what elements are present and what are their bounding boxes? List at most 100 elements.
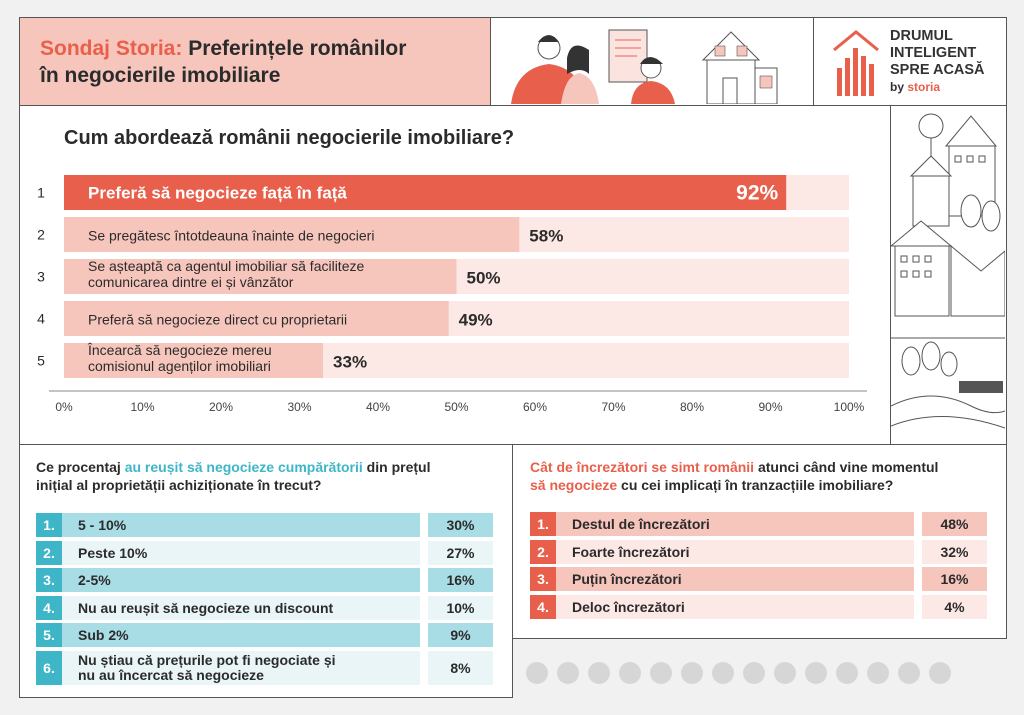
row-number: 4. bbox=[36, 596, 62, 620]
row-label: Peste 10% bbox=[62, 541, 420, 565]
x-tick-label: 100% bbox=[834, 400, 865, 414]
row-percent: 8% bbox=[428, 651, 493, 685]
table-row: 3. 2-5% 16% bbox=[36, 568, 493, 592]
heart-icon bbox=[650, 662, 672, 684]
row-number: 5. bbox=[36, 623, 62, 647]
x-tick-label: 40% bbox=[366, 400, 390, 414]
header-title-box: Sondaj Storia: Preferințele românilor în… bbox=[19, 17, 491, 106]
bar-label: Se pregătesc întotdeauna înainte de nego… bbox=[88, 228, 374, 244]
x-tick-label: 70% bbox=[601, 400, 625, 414]
table-row: 4. Nu au reușit să negocieze un discount 1… bbox=[36, 596, 493, 620]
bar-rank: 4 bbox=[37, 311, 45, 327]
bar-rank: 3 bbox=[37, 269, 45, 285]
brand-name: storia bbox=[907, 80, 941, 94]
table-row: 4. Deloc încrezători 4% bbox=[530, 595, 987, 619]
logo-house-bars-icon bbox=[833, 30, 879, 96]
car-icon bbox=[836, 662, 858, 684]
bar-label: comisionul agenților imobiliari bbox=[88, 358, 271, 374]
house-icon bbox=[805, 662, 827, 684]
title-accent: Sondaj Storia: bbox=[40, 37, 183, 60]
bar-value-label: 49% bbox=[459, 311, 493, 330]
bar-label: Preferă să negocieze față în față bbox=[88, 184, 347, 203]
logo-box: DRUMUL INTELIGENT SPRE ACASĂ by storia bbox=[813, 17, 1007, 106]
row-percent: 16% bbox=[922, 567, 987, 591]
row-percent: 48% bbox=[922, 512, 987, 536]
table-row: 3. Puțin încrezători 16% bbox=[530, 567, 987, 591]
row-label: Sub 2% bbox=[62, 623, 420, 647]
bar-rank: 1 bbox=[37, 185, 45, 201]
bar-value-label: 50% bbox=[467, 269, 501, 288]
confidence-question: Cât de încrezători se simt românii atunc… bbox=[530, 459, 939, 493]
bar-label: Încearcă să negocieze mereu bbox=[87, 342, 272, 358]
bar bbox=[64, 217, 520, 252]
key-icon bbox=[867, 662, 889, 684]
page-title: Sondaj Storia: Preferințele românilor în… bbox=[40, 35, 406, 89]
row-number: 4. bbox=[530, 595, 556, 619]
bar bbox=[64, 301, 449, 336]
row-percent: 10% bbox=[428, 596, 493, 620]
thumbs-up-icon bbox=[712, 662, 734, 684]
chart-title: Cum abordează românii negocierile imobil… bbox=[64, 127, 515, 149]
eye-icon bbox=[619, 662, 641, 684]
bar bbox=[64, 259, 457, 294]
table-row: 1. Destul de încrezători 48% bbox=[530, 512, 987, 536]
footer-icon-strip bbox=[526, 662, 1006, 688]
balloon-icon bbox=[898, 662, 920, 684]
row-percent: 32% bbox=[922, 540, 987, 564]
bar bbox=[64, 343, 324, 378]
row-percent: 4% bbox=[922, 595, 987, 619]
bar bbox=[64, 175, 787, 210]
row-label: Nu știau că prețurile pot fi negociate ș… bbox=[62, 651, 420, 685]
row-number: 2. bbox=[36, 541, 62, 565]
cup-icon bbox=[557, 662, 579, 684]
bar-label: Preferă să negocieze direct cu proprieta… bbox=[88, 312, 347, 328]
row-label: 2-5% bbox=[62, 568, 420, 592]
row-percent: 9% bbox=[428, 623, 493, 647]
pin-icon bbox=[774, 662, 796, 684]
row-number: 1. bbox=[36, 513, 62, 537]
star-icon bbox=[929, 662, 951, 684]
table-row: 1. 5 - 10% 30% bbox=[36, 513, 493, 537]
x-tick-label: 60% bbox=[523, 400, 547, 414]
row-number: 3. bbox=[36, 568, 62, 592]
x-tick-label: 0% bbox=[55, 400, 73, 414]
x-tick-label: 90% bbox=[758, 400, 782, 414]
row-number: 3. bbox=[530, 567, 556, 591]
bar-rank: 5 bbox=[37, 353, 45, 369]
bar-label: Se așteaptă ca agentul imobiliar să faci… bbox=[88, 258, 364, 274]
x-tick-label: 30% bbox=[287, 400, 311, 414]
table-row: 2. Foarte încrezători 32% bbox=[530, 540, 987, 564]
row-label: Destul de încrezători bbox=[556, 512, 914, 536]
x-tick-label: 50% bbox=[444, 400, 468, 414]
side-illustration bbox=[889, 105, 1007, 445]
x-tick-label: 10% bbox=[130, 400, 154, 414]
row-label: Deloc încrezători bbox=[556, 595, 914, 619]
house-icon bbox=[526, 662, 548, 684]
x-tick-label: 20% bbox=[209, 400, 233, 414]
table-row: 2. Peste 10% 27% bbox=[36, 541, 493, 565]
bar-value-label: 92% bbox=[736, 182, 778, 205]
town-illustration bbox=[889, 113, 1006, 429]
flower-icon bbox=[743, 662, 765, 684]
title-line2: în negocierile imobiliare bbox=[40, 64, 281, 87]
bar-label: comunicarea dintre ei și vânzător bbox=[88, 274, 294, 290]
row-percent: 16% bbox=[428, 568, 493, 592]
bar-value-label: 33% bbox=[333, 353, 367, 372]
table-row: 6. Nu știau că prețurile pot fi negociate… bbox=[36, 651, 493, 685]
x-tick-label: 80% bbox=[680, 400, 704, 414]
title-rest: Preferințele românilor bbox=[182, 37, 407, 60]
logo-text: DRUMUL INTELIGENT SPRE ACASĂ by storia bbox=[890, 28, 985, 94]
row-label: Puțin încrezători bbox=[556, 567, 914, 591]
row-number: 6. bbox=[36, 651, 62, 685]
row-number: 1. bbox=[530, 512, 556, 536]
discount-question: Ce procentaj au reușit să negocieze cump… bbox=[36, 459, 431, 493]
row-number: 2. bbox=[530, 540, 556, 564]
bar-value-label: 58% bbox=[529, 227, 563, 246]
row-percent: 27% bbox=[428, 541, 493, 565]
smile-icon bbox=[588, 662, 610, 684]
bar-chart: 1 Preferă să negocieze față în față 92% 2 Se… bbox=[37, 175, 867, 414]
table-row: 5. Sub 2% 9% bbox=[36, 623, 493, 647]
people-house-illustration bbox=[511, 29, 778, 105]
header-illustration bbox=[490, 17, 814, 106]
tree-icon bbox=[681, 662, 703, 684]
